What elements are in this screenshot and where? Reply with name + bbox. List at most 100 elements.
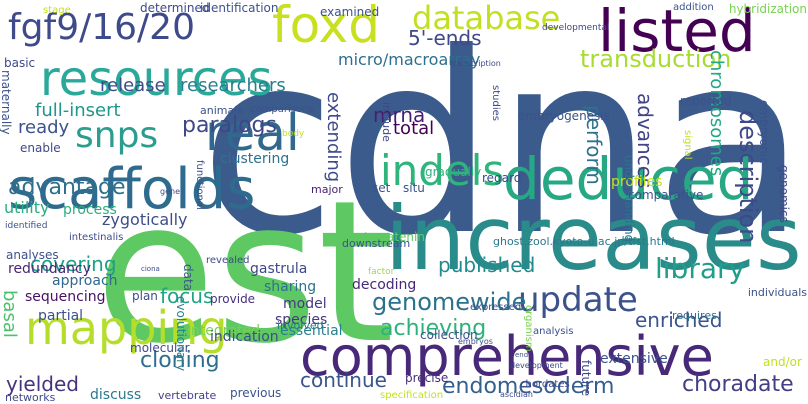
word-zygotically: zygotically <box>102 210 188 229</box>
word-analysis: analysis <box>533 326 574 337</box>
word-transcription: transcription <box>450 59 501 68</box>
word-intestinalis: intestinalis <box>69 232 124 243</box>
word-comparisons: comparisons <box>250 104 314 115</box>
word-cdna: cdna <box>199 0 807 290</box>
word-specification: specification <box>380 390 444 401</box>
word-embryonic: embryonic <box>757 100 771 164</box>
word-gradually: gradually <box>425 165 482 179</box>
word-essential: essential <box>280 323 343 339</box>
word-integrated: integrated <box>187 323 261 339</box>
word-understanding: understanding <box>622 155 636 243</box>
word-collection: collection <box>420 328 478 342</box>
word-chromosomes: chromosomes <box>706 50 727 177</box>
word-indication: indication <box>210 329 279 345</box>
word-full-insert: full-insert <box>35 100 121 121</box>
word-stage: stage <box>43 5 71 16</box>
word-developmental: developmental <box>542 23 610 33</box>
word-basic: basic <box>4 56 36 70</box>
word-regard: regard <box>482 171 522 185</box>
word-resources: resources <box>40 51 273 107</box>
word-yielded: yielded <box>6 372 79 396</box>
word-identified: identified <box>5 221 48 231</box>
word-utility: utility <box>4 198 50 217</box>
word-approach: approach <box>52 273 118 289</box>
word-factor: factor <box>368 267 395 277</box>
word-revealed: revealed <box>206 255 250 266</box>
word-mrna: mrna <box>373 103 426 127</box>
word-species: species <box>275 312 328 328</box>
word-enriched: enriched <box>635 308 723 332</box>
word-endomesoderm: endomesoderm <box>442 374 615 399</box>
word-focus: focus <box>160 284 214 308</box>
word-studies: studies <box>490 85 501 121</box>
word-deduced: deduced <box>503 145 754 213</box>
word-gene: gene <box>160 187 180 196</box>
word-hybridization: hybridization <box>728 2 807 16</box>
word-decoding: decoding <box>352 277 417 293</box>
word-data: data <box>181 264 195 292</box>
word-situ: situ <box>403 181 425 195</box>
word-indels: indels <box>380 146 505 195</box>
word-researchers: researchers <box>180 75 286 96</box>
word-body: body <box>282 129 305 139</box>
word-database: database <box>412 0 561 37</box>
word-library: library <box>655 252 746 285</box>
word-include: include <box>380 102 393 142</box>
word-addition: addition <box>673 2 714 13</box>
word-basal: basal <box>0 290 20 338</box>
word-individuals: individuals <box>747 286 807 299</box>
word-published: published <box>438 253 536 277</box>
word-scaffolds: scaffolds <box>8 157 256 222</box>
word-animals: animals <box>200 104 244 117</box>
word-organism: organism <box>523 305 534 352</box>
word-enable: enable <box>20 141 61 155</box>
word-extending: extending <box>323 92 344 183</box>
word-identification: identification <box>200 1 279 15</box>
word-evolutionary: evolutionary <box>174 296 188 372</box>
word-choradate: choradate <box>682 372 794 397</box>
word-discuss: discuss <box>90 387 142 403</box>
word-est: est <box>95 159 395 387</box>
word-genomewide: genomewide <box>372 288 527 316</box>
word-gastrula: gastrula <box>250 261 308 277</box>
word-mapping: mapping <box>25 301 228 355</box>
word-provide: provide <box>210 292 256 306</box>
word-ascidian: ascidian <box>500 390 533 399</box>
word-beta-catenin: beta-catenin <box>349 230 425 244</box>
word-previous: previous <box>230 386 282 400</box>
word-foxd: foxd <box>272 0 380 54</box>
word-analyses: analyses <box>6 248 59 262</box>
word-total: total <box>393 118 435 139</box>
word-redundancy: redundancy <box>8 261 92 277</box>
word-expressed: expressed <box>470 302 522 313</box>
word-functional: functional <box>194 160 205 210</box>
word-clustering: clustering <box>220 151 290 167</box>
word-and-or: and/or <box>763 355 802 369</box>
word-snps: snps <box>75 115 159 156</box>
word-partial: partial <box>38 308 84 324</box>
word-sequencing: sequencing <box>25 289 106 305</box>
word-achieving: achieving <box>380 316 487 341</box>
word-maternally: maternally <box>0 70 13 135</box>
word-real: real <box>205 104 300 162</box>
word-process: process <box>63 202 117 218</box>
word-micro-macroarray: micro/macroarray <box>338 50 481 69</box>
word-continue: continue <box>300 368 387 392</box>
word-cloning: cloning <box>140 348 220 373</box>
word-chordates: chordates <box>520 379 570 390</box>
word-comprehensive: comprehensive <box>300 325 714 388</box>
word-requires: requires <box>672 309 717 322</box>
word-involved: involved <box>277 319 324 332</box>
word-model: model <box>283 296 327 312</box>
word-precise: precise <box>405 371 449 385</box>
word-vertebrate: vertebrate <box>158 389 217 402</box>
word-covering: covering <box>30 252 117 276</box>
word-transduction: transduction <box>580 45 732 73</box>
word-set: set <box>372 181 391 195</box>
word-ciona: ciona <box>141 265 160 273</box>
word-sharing: sharing <box>264 279 317 295</box>
word-update: update <box>518 280 638 320</box>
word-release: release <box>100 75 166 96</box>
word-advantage: advantage <box>8 175 126 200</box>
